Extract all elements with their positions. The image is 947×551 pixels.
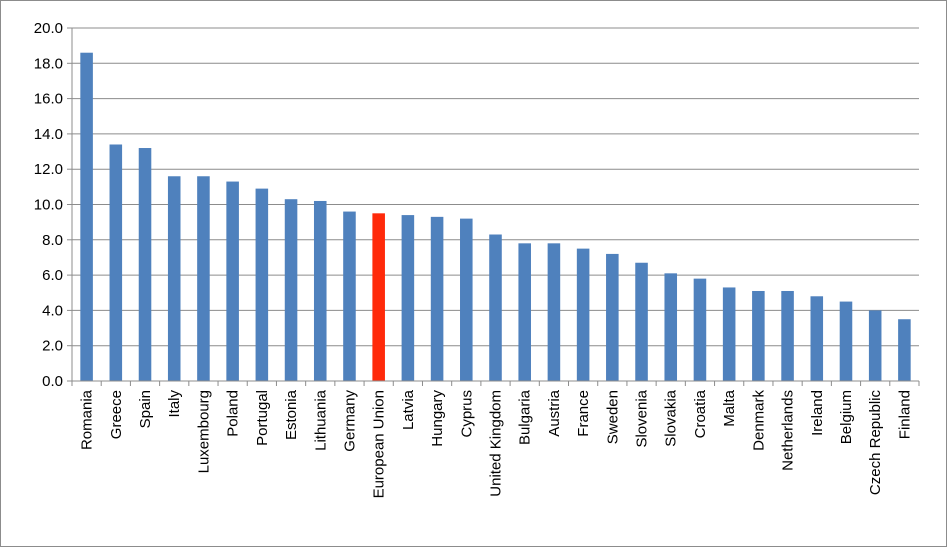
bar — [868, 310, 882, 381]
x-tick-label: United Kingdom — [488, 390, 505, 497]
x-tick-label: Netherlands — [780, 390, 797, 471]
x-tick-label: Bulgaria — [517, 389, 534, 445]
bar — [460, 218, 473, 381]
bar — [489, 234, 502, 381]
y-tick-label: 12.0 — [34, 161, 63, 178]
y-tick-label: 6.0 — [42, 267, 63, 284]
x-tick-label: Belgium — [838, 390, 855, 444]
bar — [343, 211, 356, 381]
x-tick-label: Sweden — [604, 390, 621, 444]
bar — [430, 216, 444, 381]
gridlines — [72, 27, 919, 347]
x-tick-label: Czech Republic — [867, 390, 884, 496]
x-tick-label: Hungary — [429, 390, 446, 447]
y-tick-label: 10.0 — [34, 197, 63, 214]
bar — [167, 176, 181, 381]
bar — [138, 148, 152, 381]
x-tick-label: Ireland — [809, 390, 826, 436]
x-tick-label: European Union — [371, 390, 388, 498]
bar — [313, 200, 327, 381]
bar — [898, 319, 911, 381]
y-axis: 0.0 2.0 4.0 6.0 8.0 10.0 12.0 14.0 16.0 18.0 20.0 — [34, 20, 73, 390]
x-tick-label: France — [575, 390, 592, 437]
y-tick-label: 14.0 — [34, 126, 63, 143]
bar — [693, 278, 707, 381]
x-axis: Romania Greece Spain Italy Luxembourg Poland P… — [71, 380, 920, 498]
y-tick-label: 8.0 — [42, 232, 63, 249]
x-tick-label: Spain — [137, 390, 154, 428]
x-tick-label: Lithuania — [312, 389, 329, 451]
x-tick-label: Slovakia — [663, 389, 680, 446]
bar — [810, 296, 824, 381]
x-tick-label: Slovenia — [634, 389, 651, 447]
x-tick-label: Luxembourg — [195, 390, 212, 473]
x-tick-label: Cyprus — [458, 390, 475, 438]
bar — [80, 52, 93, 382]
y-tick-label: 2.0 — [42, 338, 63, 355]
bar — [401, 215, 415, 381]
y-tick-label: 18.0 — [34, 55, 63, 72]
bar — [606, 253, 619, 381]
x-tick-label: Germany — [341, 390, 358, 452]
x-tick-label: Latvia — [400, 389, 417, 430]
bar — [664, 273, 678, 381]
bar — [226, 181, 239, 381]
x-tick-label: Italy — [166, 390, 183, 418]
x-tick-label: Croatia — [692, 389, 709, 438]
x-tick-label: Denmark — [750, 390, 767, 451]
bar — [284, 199, 298, 381]
bar — [109, 144, 123, 381]
bar — [635, 262, 648, 381]
bar — [547, 243, 561, 381]
x-tick-label: Portugal — [254, 390, 271, 446]
x-tick-label: Poland — [225, 390, 242, 437]
x-tick-label: Finland — [896, 390, 913, 439]
y-tick-label: 16.0 — [34, 91, 63, 108]
bar — [839, 301, 853, 381]
bar-highlight — [372, 213, 385, 381]
y-tick-label: 20.0 — [34, 20, 63, 37]
bars — [80, 52, 911, 382]
bar — [781, 290, 794, 381]
bar — [255, 188, 269, 381]
x-tick-label: Romania — [79, 389, 96, 450]
bar — [752, 290, 765, 381]
bar — [518, 243, 531, 381]
x-tick-label: Austria — [546, 389, 563, 436]
bar — [576, 248, 590, 381]
bar — [197, 176, 210, 381]
y-tick-label: 4.0 — [42, 302, 63, 319]
bar — [722, 287, 736, 381]
x-tick-label: Malta — [721, 389, 738, 426]
x-tick-label: Estonia — [283, 389, 300, 440]
y-tick-label: 0.0 — [42, 373, 63, 390]
x-tick-label: Greece — [108, 390, 125, 439]
